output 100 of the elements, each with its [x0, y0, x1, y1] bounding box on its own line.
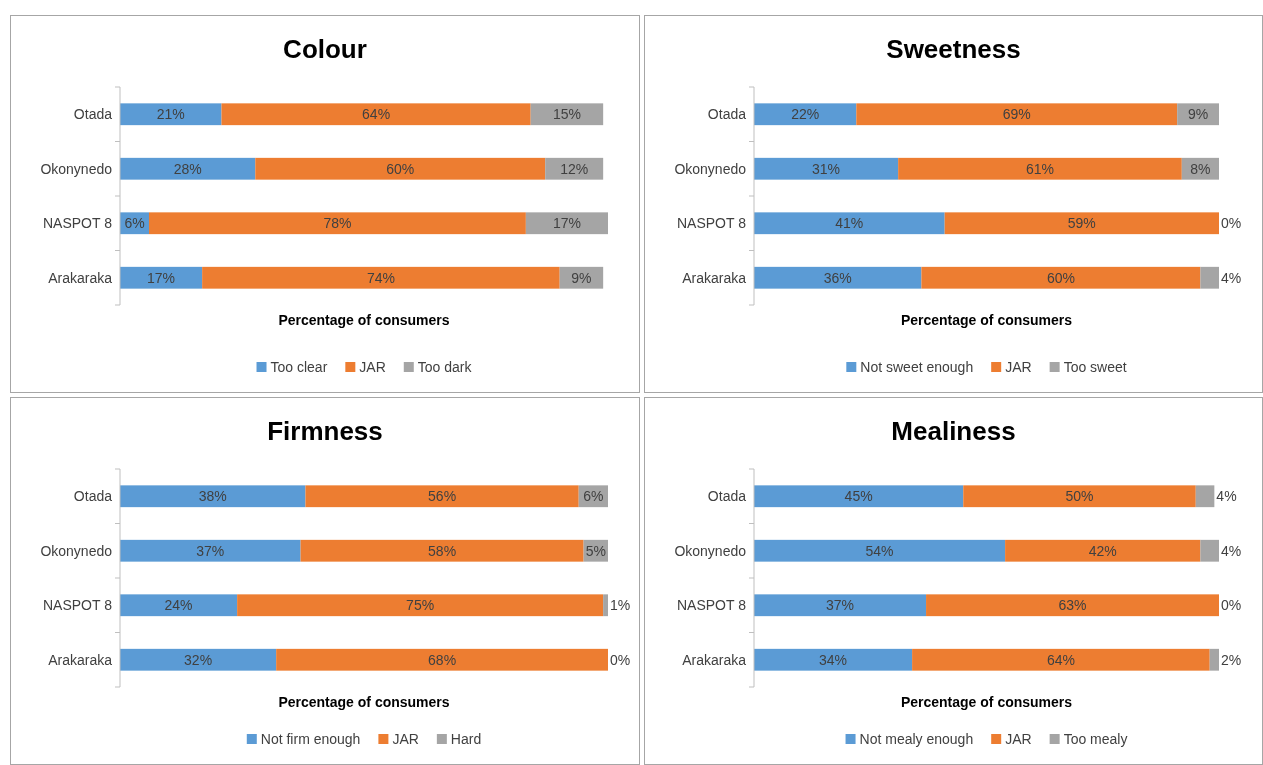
- bar: [1200, 539, 1219, 562]
- data-label: 31%: [812, 160, 841, 177]
- bar: [754, 103, 857, 126]
- data-label: 42%: [1088, 542, 1117, 559]
- y-tick-label: Arakaraka: [48, 651, 113, 668]
- chart-title: Sweetness: [886, 34, 1021, 64]
- data-label: 8%: [1190, 160, 1211, 177]
- chart-title: Firmness: [267, 416, 383, 446]
- bar: [754, 594, 927, 617]
- bar: [944, 212, 1219, 235]
- legend-label: JAR: [392, 730, 419, 747]
- data-label: 32%: [184, 651, 213, 668]
- x-axis-title: Percentage of consumers: [900, 312, 1073, 328]
- data-label: 22%: [791, 106, 820, 123]
- legend-label: Too sweet: [1063, 358, 1127, 375]
- data-label: 0%: [1221, 215, 1242, 232]
- bar: [276, 648, 608, 671]
- data-label: 37%: [196, 542, 225, 559]
- data-label: 60%: [1046, 269, 1075, 286]
- bar: [754, 485, 964, 508]
- data-label: 69%: [1002, 106, 1031, 123]
- bar: [898, 157, 1182, 180]
- bar: [148, 212, 526, 235]
- y-tick-label: NASPOT 8: [43, 215, 113, 232]
- legend-label: Not mealy enough: [859, 730, 974, 747]
- data-label: 2%: [1221, 651, 1242, 668]
- bar: [912, 648, 1210, 671]
- data-label: 54%: [865, 542, 894, 559]
- y-tick-label: Okonynedo: [674, 542, 747, 559]
- y-tick-label: NASPOT 8: [677, 215, 747, 232]
- data-label: 9%: [571, 269, 592, 286]
- bar: [120, 485, 306, 508]
- chart-title: Colour: [283, 34, 367, 64]
- legend-label: Too mealy: [1063, 730, 1128, 747]
- data-label: 34%: [819, 651, 848, 668]
- data-label: 75%: [406, 597, 435, 614]
- data-label: 68%: [428, 651, 457, 668]
- bar: [754, 539, 1006, 562]
- bar: [202, 266, 560, 289]
- data-label: 59%: [1067, 215, 1096, 232]
- y-tick-label: Arakaraka: [682, 651, 747, 668]
- bar: [120, 266, 203, 289]
- bar: [926, 594, 1219, 617]
- bar: [856, 103, 1178, 126]
- bar: [525, 212, 608, 235]
- data-label: 36%: [823, 269, 852, 286]
- bar: [963, 485, 1196, 508]
- data-label: 28%: [173, 160, 202, 177]
- y-tick-label: Otada: [707, 488, 747, 505]
- bar: [921, 266, 1201, 289]
- data-label: 6%: [124, 215, 145, 232]
- y-tick-label: Otada: [73, 106, 113, 123]
- y-tick-label: Okonynedo: [40, 542, 113, 559]
- data-label: 9%: [1187, 106, 1209, 123]
- bar: [221, 103, 531, 126]
- data-label: 37%: [826, 597, 855, 614]
- data-label: 4%: [1221, 269, 1242, 286]
- bar: [120, 648, 277, 671]
- legend-label: JAR: [1005, 730, 1032, 747]
- bar: [120, 594, 238, 617]
- data-label: 6%: [583, 488, 604, 505]
- bar: [754, 648, 913, 671]
- data-label: 4%: [1216, 488, 1237, 505]
- legend-label: Too dark: [417, 358, 473, 375]
- legend-label: JAR: [1005, 358, 1032, 375]
- bar: [1209, 648, 1219, 671]
- x-axis-title: Percentage of consumers: [900, 694, 1073, 710]
- data-label: 0%: [610, 651, 631, 668]
- data-label: 50%: [1065, 488, 1094, 505]
- y-tick-label: Okonynedo: [40, 160, 113, 177]
- legend-label: JAR: [359, 358, 386, 375]
- bar: [754, 157, 899, 180]
- bar: [1195, 485, 1215, 508]
- y-tick-label: Otada: [707, 106, 747, 123]
- bar: [120, 539, 301, 562]
- legend-label: Not sweet enough: [860, 358, 974, 375]
- legend-label: Too clear: [270, 358, 328, 375]
- data-label: 15%: [552, 106, 581, 123]
- bar: [530, 103, 604, 126]
- data-label: 1%: [610, 597, 631, 614]
- bar: [305, 485, 579, 508]
- data-label: 38%: [198, 488, 227, 505]
- data-label: 63%: [1058, 597, 1087, 614]
- data-label: 64%: [362, 106, 391, 123]
- y-tick-label: Arakaraka: [48, 269, 113, 286]
- chart-title: Mealiness: [891, 416, 1016, 446]
- bar: [754, 212, 945, 235]
- data-label: 58%: [428, 542, 457, 559]
- data-label: 12%: [560, 160, 589, 177]
- bar: [754, 266, 922, 289]
- bar: [120, 103, 222, 126]
- y-tick-label: NASPOT 8: [677, 597, 747, 614]
- data-label: 60%: [386, 160, 415, 177]
- data-label: 45%: [844, 488, 873, 505]
- bar: [603, 594, 608, 617]
- data-label: 0%: [1221, 597, 1242, 614]
- data-label: 64%: [1046, 651, 1075, 668]
- y-tick-label: NASPOT 8: [43, 597, 113, 614]
- x-axis-title: Percentage of consumers: [278, 694, 450, 710]
- data-label: 74%: [366, 269, 395, 286]
